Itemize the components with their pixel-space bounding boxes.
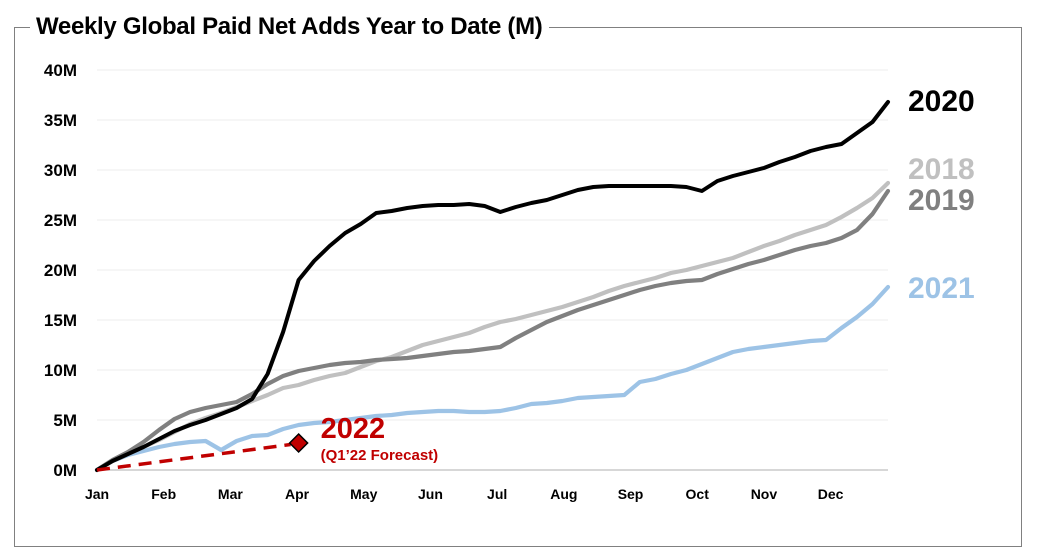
- chart-title: Weekly Global Paid Net Adds Year to Date…: [30, 12, 549, 42]
- y-tick-label: 20M: [44, 261, 77, 280]
- series-lines: [94, 100, 891, 473]
- x-tick-label: Dec: [818, 486, 844, 502]
- x-tick-label: Feb: [151, 486, 176, 502]
- forecast-diamond-marker: [288, 432, 309, 454]
- x-axis-tick-labels: Jan Feb Mar Apr May Jun Jul Aug Sep Oct Nov Dec: [85, 486, 844, 502]
- y-tick-label: 0M: [53, 461, 77, 480]
- y-tick-label: 25M: [44, 211, 77, 230]
- x-tick-label: Mar: [218, 486, 243, 502]
- x-tick-label: Jan: [85, 486, 109, 502]
- forecast-label: 2022: [321, 413, 386, 445]
- x-tick-label: Aug: [550, 486, 577, 502]
- series-line-2018: [94, 180, 891, 473]
- x-tick-label: May: [350, 486, 377, 502]
- y-tick-label: 10M: [44, 361, 77, 380]
- series-label-2021: 2021: [908, 272, 975, 305]
- x-tick-label: Apr: [285, 486, 310, 502]
- gridlines: [97, 69, 888, 421]
- x-tick-label: Jul: [487, 486, 507, 502]
- x-tick-label: Sep: [618, 486, 644, 502]
- y-tick-label: 5M: [53, 411, 77, 430]
- series-label-2020: 2020: [908, 85, 975, 118]
- series-line-2019: [94, 188, 891, 473]
- series-line-2020: [95, 100, 890, 472]
- forecast-annotation: 2022 (Q1’22 Forecast): [96, 413, 439, 472]
- series-line-2021: [94, 284, 891, 473]
- y-axis-tick-labels: 0M 5M 10M 15M 20M 25M 30M 35M 40M: [44, 61, 77, 480]
- series-line-2022: [96, 442, 291, 472]
- y-tick-label: 35M: [44, 111, 77, 130]
- forecast-sublabel: (Q1’22 Forecast): [321, 447, 439, 464]
- series-label-2019: 2019: [908, 184, 975, 217]
- series-label-2018: 2018: [908, 153, 975, 186]
- x-tick-label: Oct: [686, 486, 710, 502]
- y-tick-label: 40M: [44, 61, 77, 80]
- x-tick-label: Jun: [418, 486, 443, 502]
- x-tick-label: Nov: [751, 486, 778, 502]
- y-tick-label: 15M: [44, 311, 77, 330]
- y-tick-label: 30M: [44, 161, 77, 180]
